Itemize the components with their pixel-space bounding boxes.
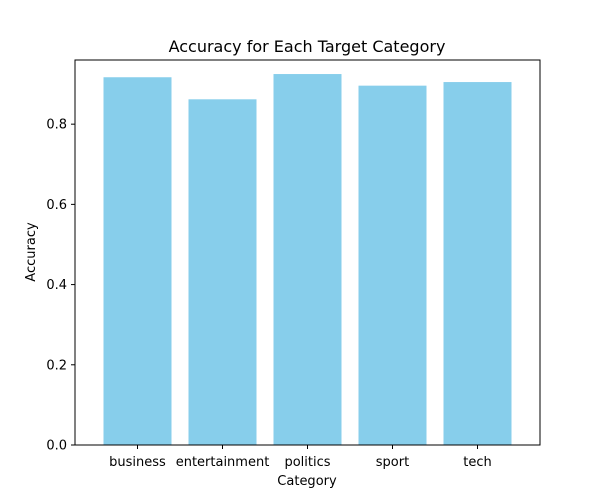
x-tick-label-sport: sport [376,455,409,470]
x-axis-label: Category [277,474,337,489]
x-axis-ticks: business entertainment politics sport tech [109,445,492,470]
y-tick-label-0: 0.0 [46,439,67,454]
plot-frame [74,59,541,446]
y-tick-label-4: 0.8 [46,118,67,133]
x-tick-label-entertainment: entertainment [176,455,270,470]
bar-entertainment [188,99,257,445]
x-tick-label-politics: politics [284,455,330,470]
bars-group [103,74,512,446]
y-tick-label-1: 0.2 [46,358,67,373]
bar-politics [273,74,342,445]
x-tick-label-tech: tech [463,455,491,470]
x-tick-label-business: business [109,455,166,470]
bar-business [103,77,172,446]
y-tick-label-3: 0.6 [46,198,67,213]
y-axis-label: Accuracy [24,222,39,282]
bar-tech [443,82,512,446]
y-tick-label-2: 0.4 [46,278,67,293]
chart-title: Accuracy for Each Target Category [169,37,446,56]
bar-sport [358,85,427,446]
y-axis-ticks: 0.0 0.2 0.4 0.6 0.8 [46,118,75,454]
